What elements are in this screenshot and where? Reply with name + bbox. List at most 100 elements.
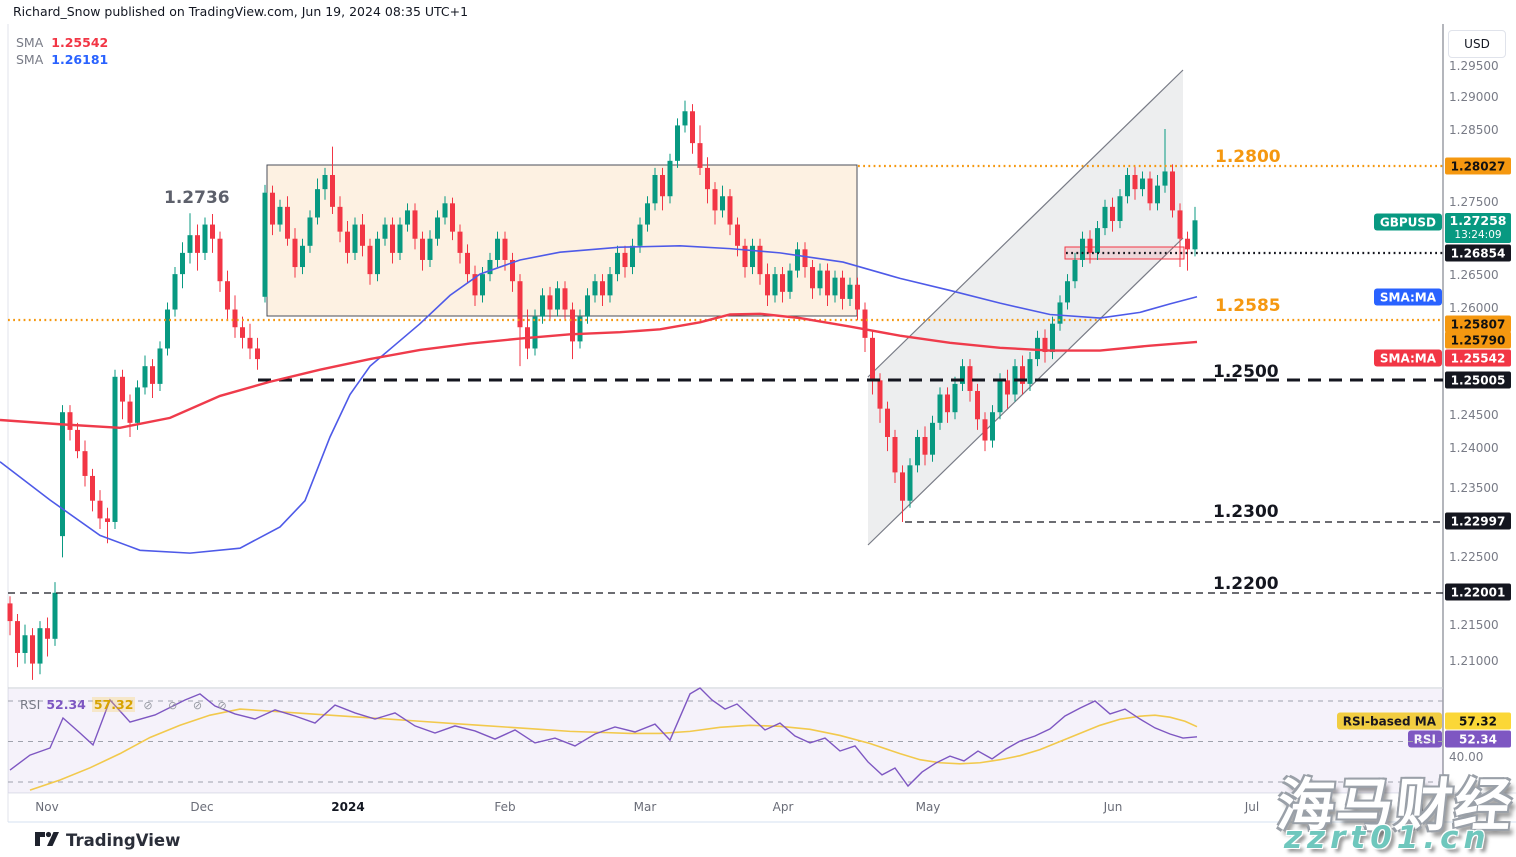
candlestick	[352, 217, 358, 260]
candlestick	[787, 263, 793, 299]
candlestick	[52, 582, 58, 646]
price-axis-tick[interactable]: 40.00	[1449, 750, 1484, 764]
publish-header: Richard_Snow published on TradingView.co…	[13, 4, 469, 19]
candlestick	[990, 405, 995, 448]
watermark-url: zzrt01.cn	[1284, 820, 1491, 856]
price-level-label: 1.2500	[1213, 362, 1279, 382]
candlestick	[1177, 203, 1183, 268]
channel-upper-line[interactable]	[867, 69, 1184, 378]
candlestick	[180, 242, 185, 289]
tradingview-logo[interactable]: TradingView	[35, 829, 180, 851]
candlestick	[1065, 274, 1070, 310]
legend-action-icons[interactable]: ⊘ ⊘ ⊘ ⊘	[143, 699, 233, 712]
price-axis-tick[interactable]: 1.24000	[1449, 441, 1499, 455]
candlestick	[142, 355, 148, 395]
candlestick	[540, 288, 545, 324]
candlestick	[652, 167, 658, 211]
sma-fast-label: SMA	[16, 35, 44, 50]
candlestick	[502, 231, 508, 271]
series-tag-rsi-based-ma: RSI-based MA	[1336, 712, 1442, 730]
candlestick	[892, 429, 898, 484]
tradingview-logo-text: TradingView	[66, 830, 181, 850]
price-axis-tick[interactable]: 1.23500	[1449, 481, 1499, 495]
candlestick	[217, 231, 223, 292]
candlestick	[472, 265, 478, 306]
candlestick	[45, 617, 50, 657]
candlestick	[427, 230, 433, 268]
candlestick	[172, 267, 178, 317]
price-level-label: 1.2800	[1215, 147, 1281, 167]
time-axis-tick-Mar[interactable]: Mar	[633, 800, 657, 814]
candlestick	[720, 185, 725, 218]
candlestick	[592, 274, 598, 303]
candlestick	[255, 337, 260, 370]
candlestick	[1087, 230, 1093, 264]
axis-price-badge: 1.25790	[1445, 331, 1511, 349]
last-price: 1.27258	[1449, 213, 1507, 228]
candlestick	[412, 203, 418, 250]
candlestick	[157, 341, 163, 391]
price-axis-tick[interactable]: 1.28500	[1449, 123, 1499, 137]
candlestick	[697, 125, 703, 175]
candlestick	[1005, 369, 1010, 409]
sma-slow-line[interactable]	[0, 245, 1198, 554]
axis-price-badge: 1.25807	[1445, 315, 1511, 333]
axis-price-badge: 1.28027	[1445, 157, 1511, 175]
candlestick	[690, 104, 695, 154]
price-axis-tick[interactable]: 1.22500	[1449, 550, 1499, 564]
candlestick	[390, 217, 395, 264]
axis-price-badge: 1.26854	[1445, 244, 1511, 262]
price-axis-tick[interactable]: 1.24500	[1449, 408, 1499, 422]
parallel-channel-fill[interactable]	[868, 70, 1183, 545]
candlestick	[1185, 231, 1190, 271]
candlestick	[705, 157, 710, 204]
time-axis-tick-Jun[interactable]: Jun	[1103, 800, 1123, 814]
candlestick	[195, 224, 200, 271]
tradingview-logo-icon	[35, 831, 59, 846]
candlestick	[750, 238, 755, 275]
channel-lower-line[interactable]	[867, 237, 1184, 546]
time-axis-tick-Jul[interactable]: Jul	[1244, 800, 1260, 814]
candlestick	[832, 270, 838, 303]
consolidation-range-box[interactable]	[266, 164, 858, 317]
time-axis-tick-2024[interactable]: 2024	[331, 800, 365, 814]
candlestick	[60, 405, 65, 558]
candlestick	[975, 383, 980, 430]
currency-toggle-button[interactable]: USD	[1448, 30, 1506, 58]
candlestick	[1170, 164, 1175, 218]
sma-fast-line[interactable]	[0, 312, 1198, 429]
price-axis-tick[interactable]: 1.21000	[1449, 654, 1499, 668]
candlestick	[330, 146, 335, 214]
candlestick	[435, 210, 440, 246]
price-axis-tick[interactable]: 1.29000	[1449, 90, 1499, 104]
candlestick	[345, 221, 350, 264]
candlestick	[277, 199, 283, 232]
candlestick	[315, 178, 320, 225]
rsi-line[interactable]	[9, 687, 1198, 788]
time-axis-tick-Feb[interactable]: Feb	[494, 800, 516, 814]
price-axis-tick[interactable]: 1.26000	[1449, 301, 1499, 315]
time-axis-tick-Dec[interactable]: Dec	[190, 800, 214, 814]
axis-price-badge: 1.22997	[1445, 512, 1511, 530]
candlestick	[1155, 174, 1160, 211]
candlestick	[510, 252, 515, 292]
price-axis-tick[interactable]: 1.27500	[1449, 195, 1499, 209]
price-axis-tick[interactable]: 1.21500	[1449, 618, 1499, 632]
rsi-ma-line[interactable]	[29, 708, 1198, 791]
rsi-legend[interactable]: RSI 52.34 57.32 ⊘ ⊘ ⊘ ⊘	[20, 697, 233, 712]
time-axis-tick-Apr[interactable]: Apr	[772, 800, 794, 814]
sma-fast-legend[interactable]: SMA 1.25542	[16, 34, 108, 51]
bar-countdown: 13:24:09	[1454, 229, 1502, 241]
candlestick	[630, 238, 635, 275]
candlestick	[855, 277, 860, 321]
price-axis-tick[interactable]: 1.26500	[1449, 268, 1499, 282]
time-axis-tick-Aug[interactable]: Aug	[1400, 800, 1424, 814]
axis-price-badge: 1.25005	[1445, 371, 1511, 389]
time-axis-tick-Nov[interactable]: Nov	[35, 800, 59, 814]
candlestick	[870, 330, 875, 395]
price-axis-tick[interactable]: 1.29500	[1449, 59, 1499, 73]
sma-slow-legend[interactable]: SMA 1.26181	[16, 51, 108, 68]
time-axis-tick-May[interactable]: May	[915, 800, 941, 814]
